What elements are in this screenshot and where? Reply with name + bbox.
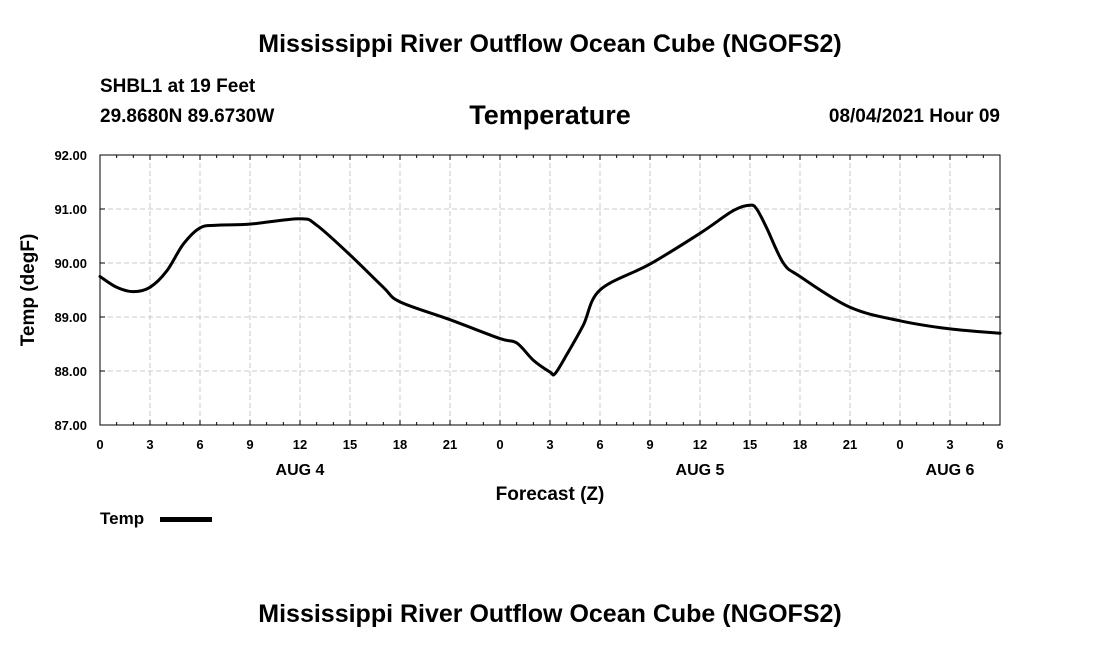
y-axis-title: Temp (degF) [18, 234, 39, 347]
day-label: AUG 5 [676, 462, 725, 479]
x-tick-label: 12 [693, 437, 707, 452]
x-tick-label: 0 [496, 437, 503, 452]
x-tick-label: 15 [743, 437, 757, 452]
y-tick-label: 90.00 [54, 256, 87, 271]
x-tick-label: 3 [946, 437, 953, 452]
station-coordinates: 29.8680N 89.6730W [100, 106, 275, 127]
x-axis-title: Forecast (Z) [496, 484, 605, 505]
legend-line-swatch [160, 517, 212, 522]
x-tick-label: 18 [393, 437, 407, 452]
x-tick-label: 6 [596, 437, 603, 452]
chart-main-title: Mississippi River Outflow Ocean Cube (NG… [258, 30, 842, 58]
legend-label: Temp [100, 509, 145, 528]
x-tick-label: 12 [293, 437, 307, 452]
x-tick-label: 15 [343, 437, 357, 452]
y-tick-label: 88.00 [54, 364, 87, 379]
x-tick-label: 3 [146, 437, 153, 452]
y-tick-label: 89.00 [54, 310, 87, 325]
day-label: AUG 4 [276, 462, 325, 479]
x-tick-label: 3 [546, 437, 553, 452]
series-line-temp [98, 203, 1002, 377]
variable-title: Temperature [469, 100, 631, 130]
station-label: SHBL1 at 19 Feet [100, 76, 256, 97]
x-tick-label: 6 [196, 437, 203, 452]
y-tick-label: 87.00 [54, 418, 87, 433]
chart-footer-title: Mississippi River Outflow Ocean Cube (NG… [258, 600, 842, 628]
y-tick-label: 91.00 [54, 202, 87, 217]
x-tick-label: 21 [443, 437, 457, 452]
x-tick-label: 6 [996, 437, 1003, 452]
x-tick-label: 9 [646, 437, 653, 452]
forecast-datetime: 08/04/2021 Hour 09 [828, 106, 1000, 127]
x-tick-label: 9 [246, 437, 253, 452]
day-label: AUG 6 [926, 462, 975, 479]
y-tick-label: 92.00 [54, 148, 87, 163]
x-tick-label: 18 [793, 437, 807, 452]
x-tick-label: 21 [843, 437, 857, 452]
x-tick-label: 0 [896, 437, 903, 452]
x-tick-label: 0 [96, 437, 103, 452]
